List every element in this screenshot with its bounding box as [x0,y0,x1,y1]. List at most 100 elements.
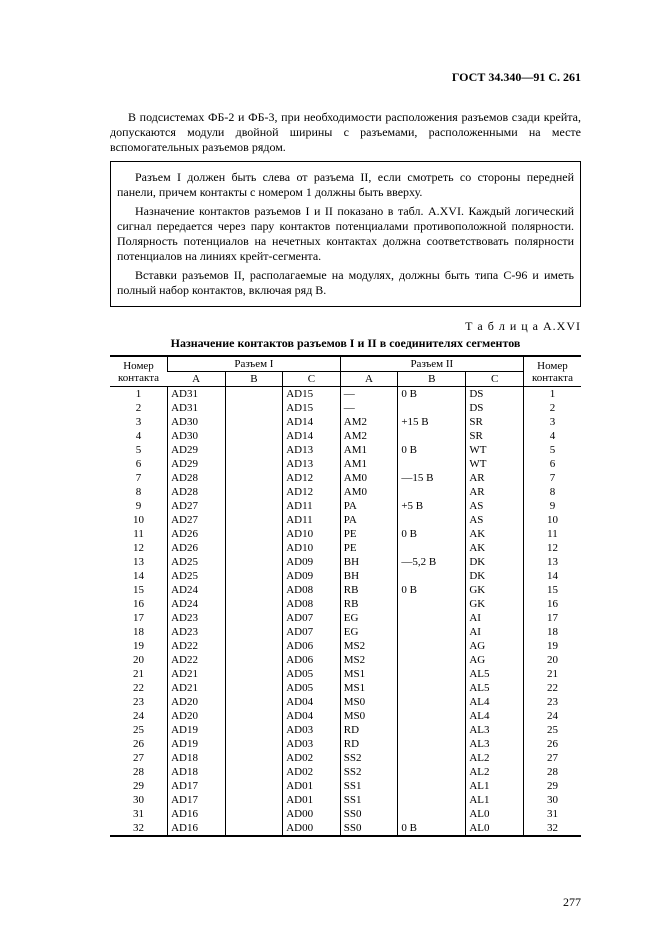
table-cell: AL2 [466,751,524,765]
table-row: 1AD31AD15—0 ВDS1 [110,387,581,402]
col-c-1: C [283,372,341,387]
table-cell: 3 [523,415,581,429]
table-cell [398,709,466,723]
table-cell: AD18 [168,765,226,779]
table-cell: AD11 [283,513,341,527]
table-row: 30AD17AD01SS1AL130 [110,793,581,807]
table-cell [225,471,283,485]
table-row: 12AD26AD10PEAK12 [110,541,581,555]
table-cell: 0 В [398,821,466,836]
table-cell: 14 [523,569,581,583]
col-b-1: B [225,372,283,387]
table-cell [398,723,466,737]
table-cell: 24 [523,709,581,723]
table-row: 28AD18AD02SS2AL228 [110,765,581,779]
table-cell [225,807,283,821]
table-cell: AK [466,527,524,541]
table-cell: AG [466,653,524,667]
boxed-paragraph-3: Вставки разъемов II, располагаемые на мо… [117,268,574,298]
table-cell: 0 В [398,583,466,597]
table-cell: AD02 [283,765,341,779]
table-row: 26AD19AD03RDAL326 [110,737,581,751]
table-cell: 22 [110,681,168,695]
table-cell: EG [340,625,398,639]
table-cell: SS2 [340,765,398,779]
table-cell: 3 [110,415,168,429]
table-cell: MS0 [340,695,398,709]
table-cell [225,429,283,443]
table-cell: 32 [110,821,168,836]
table-cell: AD14 [283,429,341,443]
table-cell: AD29 [168,457,226,471]
table-cell: 31 [110,807,168,821]
table-row: 18AD23AD07EGAI18 [110,625,581,639]
table-cell: 24 [110,709,168,723]
table-cell: AD26 [168,527,226,541]
table-cell: AS [466,499,524,513]
table-cell: MS0 [340,709,398,723]
table-cell: AD06 [283,639,341,653]
table-cell: 2 [110,401,168,415]
table-row: 31AD16AD00SS0AL031 [110,807,581,821]
table-cell [225,751,283,765]
page-number: 277 [563,895,581,910]
table-cell: 25 [523,723,581,737]
table-cell: AD04 [283,709,341,723]
table-cell [398,429,466,443]
table-cell: 26 [523,737,581,751]
table-cell: AD08 [283,583,341,597]
table-cell: 28 [523,765,581,779]
table-cell [398,695,466,709]
table-cell: AD10 [283,541,341,555]
table-cell: 29 [523,779,581,793]
table-cell: 12 [110,541,168,555]
table-row: 17AD23AD07EGAI17 [110,611,581,625]
boxed-paragraph-1: Разъем I должен быть слева от разъема II… [117,170,574,200]
table-cell: MS2 [340,639,398,653]
table-cell [398,485,466,499]
table-cell: 5 [523,443,581,457]
table-cell: AL4 [466,709,524,723]
table-cell: AL1 [466,793,524,807]
table-cell [225,457,283,471]
table-row: 21AD21AD05MS1AL521 [110,667,581,681]
table-cell [225,555,283,569]
table-cell [225,569,283,583]
table-row: 11AD26AD10PE0 ВAK11 [110,527,581,541]
table-cell: 15 [523,583,581,597]
header-standard: ГОСТ 34.340—91 С. 261 [110,70,581,85]
table-cell: 2 [523,401,581,415]
table-cell: AD28 [168,485,226,499]
table-cell: 30 [523,793,581,807]
table-row: 15AD24AD08RB0 ВGK15 [110,583,581,597]
table-cell: 16 [110,597,168,611]
table-cell: 1 [110,387,168,402]
table-cell: 28 [110,765,168,779]
table-cell: AL3 [466,723,524,737]
table-cell [225,737,283,751]
table-cell: AD24 [168,583,226,597]
table-row: 24AD20AD04MS0AL424 [110,709,581,723]
table-cell [398,751,466,765]
table-cell: 31 [523,807,581,821]
table-cell [225,765,283,779]
table-cell: AD08 [283,597,341,611]
table-cell [398,653,466,667]
table-cell [398,765,466,779]
table-cell: AI [466,611,524,625]
table-cell: AD24 [168,597,226,611]
table-cell [398,737,466,751]
table-cell: WT [466,457,524,471]
table-cell: AD09 [283,569,341,583]
table-cell: 23 [110,695,168,709]
table-row: 3AD30AD14AM2+15 ВSR3 [110,415,581,429]
table-cell: AD31 [168,387,226,402]
table-title: Назначение контактов разъемов I и II в с… [110,336,581,351]
table-caption: Т а б л и ц а A.XVI [110,319,581,334]
boxed-note: Разъем I должен быть слева от разъема II… [110,161,581,307]
table-cell: 6 [523,457,581,471]
table-cell: 4 [110,429,168,443]
table-cell: 0 В [398,443,466,457]
table-cell: AD16 [168,821,226,836]
table-cell: 32 [523,821,581,836]
